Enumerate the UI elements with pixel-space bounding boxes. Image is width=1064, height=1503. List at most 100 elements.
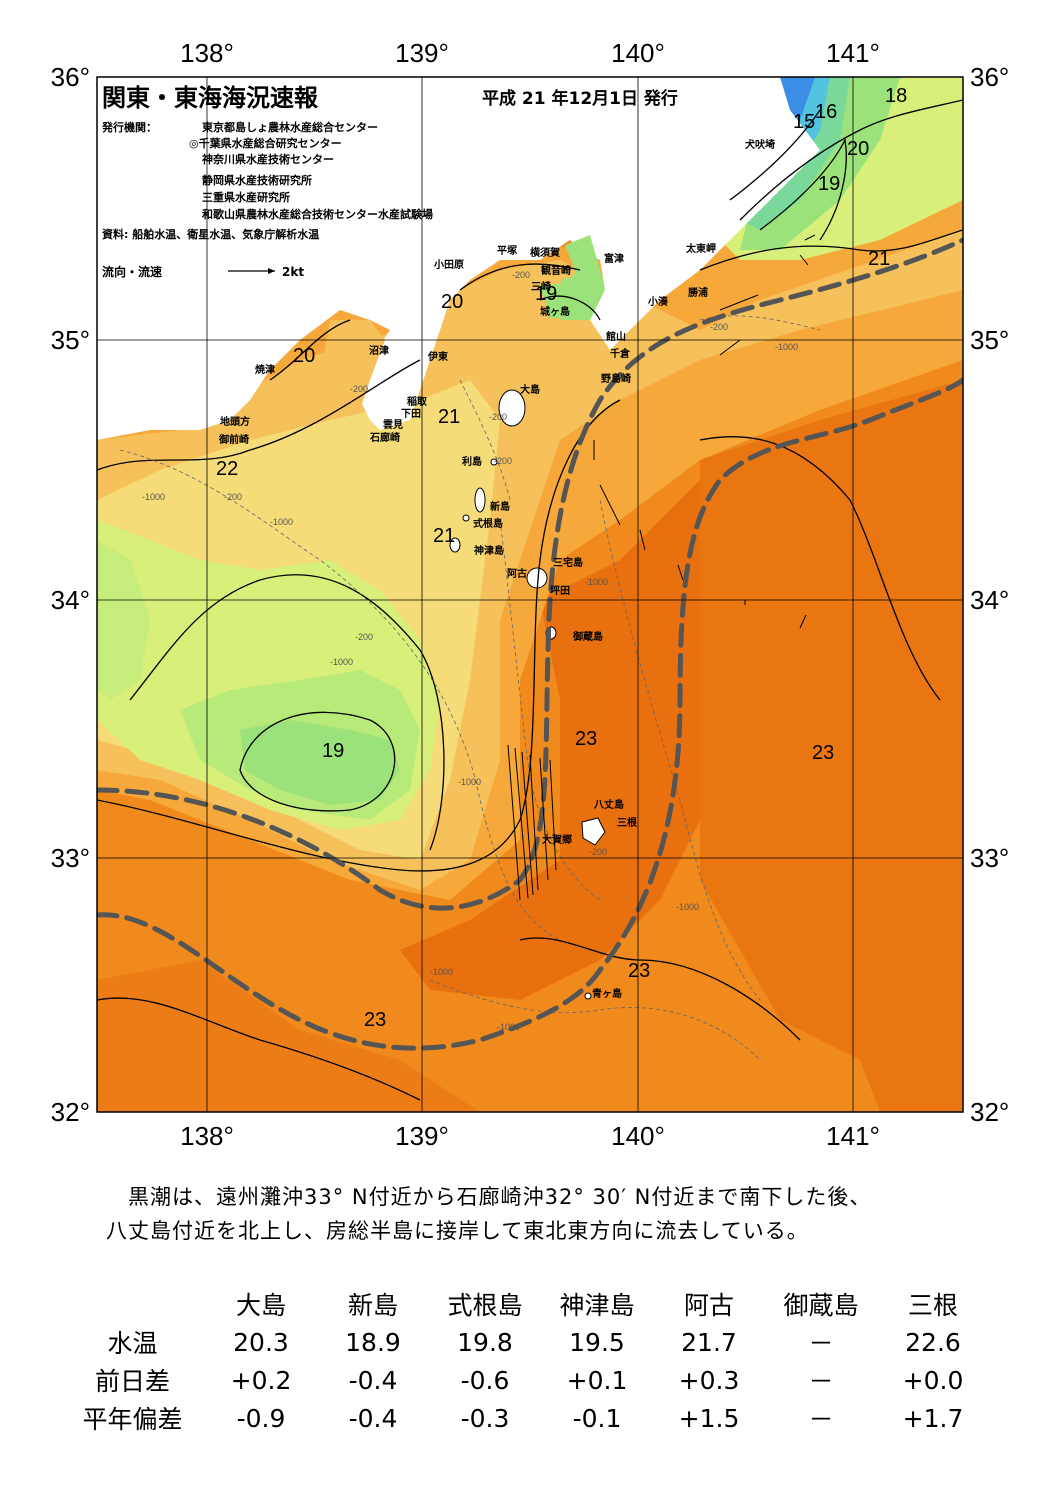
isotherm-label: 23	[364, 1009, 386, 1031]
current-vector	[539, 757, 549, 881]
table-cell: -0.6	[460, 1365, 510, 1395]
column-header: 御蔵島	[783, 1291, 859, 1320]
column-header: 三根	[907, 1291, 958, 1320]
isotherm-label: 16	[815, 101, 837, 123]
place-label: 新島	[490, 500, 510, 513]
place-label: 利島	[462, 455, 482, 468]
place-label: 小田原	[433, 258, 464, 271]
current-vector	[804, 234, 816, 241]
kuroshio-summary: 黒潮は、遠州灘沖33° N付近から石廊崎沖32° 30′ N付近まで南下した後、…	[100, 1180, 980, 1248]
depth-label: -1000	[775, 342, 798, 352]
table-cell: －	[808, 1329, 834, 1358]
isotherm-label: 19	[535, 283, 557, 305]
table-row: 前日差 +0.2 -0.4 -0.6 +0.1 +0.3 － +0.0	[60, 1361, 989, 1399]
lon-label-top: 138°	[180, 38, 234, 68]
temperature-field	[97, 77, 963, 1112]
publisher-item: 神奈川県水産技術センター	[202, 152, 334, 166]
toshima-island	[490, 458, 498, 466]
table-cell: －	[808, 1367, 834, 1396]
table-cell: +1.7	[902, 1403, 964, 1433]
lon-label-top: 139°	[395, 38, 449, 68]
depth-label: -1000	[270, 517, 293, 527]
place-label: 三根	[617, 816, 637, 829]
publisher-item: ◎千葉県水産総合研究センター	[189, 136, 342, 150]
table-header-row: 大島 新島 式根島 神津島 阿古 御蔵島 三根	[60, 1285, 989, 1323]
current-vector	[799, 614, 807, 629]
lat-label-right: 36°	[970, 62, 1009, 92]
isotherm-21-east	[699, 229, 963, 271]
table-corner	[60, 1285, 205, 1323]
place-label: 勝浦	[688, 286, 708, 299]
isotherm-20-sagami	[459, 263, 581, 291]
table-row: 平年偏差 -0.9 -0.4 -0.3 -0.1 +1.5 － +1.7	[60, 1399, 989, 1437]
place-label: 城ヶ島	[540, 305, 570, 318]
oshima-island	[498, 389, 526, 427]
place-label: 観音崎	[541, 264, 571, 277]
column-header: 阿古	[683, 1291, 734, 1320]
lat-lon-grid	[97, 77, 963, 1112]
lon-label-bottom: 139°	[395, 1121, 449, 1151]
table-cell: －	[808, 1405, 834, 1434]
isotherm-label: 23	[628, 960, 650, 982]
current-vector	[507, 744, 521, 901]
current-vector	[719, 339, 741, 356]
current-vector	[529, 754, 539, 891]
current-vector	[677, 564, 684, 581]
table-cell: 22.6	[905, 1327, 961, 1357]
depth-label: -200	[710, 322, 728, 332]
place-label: 雲見	[383, 419, 403, 431]
summary-line: 黒潮は、遠州灘沖33° N付近から石廊崎沖32° 30′ N付近まで南下した後、	[128, 1185, 872, 1209]
isotherm-19-sagami	[539, 295, 601, 321]
axis-labels: 138° 139° 140° 141° 138° 139° 140° 141° …	[51, 38, 1010, 1151]
lon-label-bottom: 141°	[826, 1121, 880, 1151]
isotherm-label: 19	[818, 173, 840, 195]
isotherm-labels: 15 16 18 19 20 20 21 19 20 21 22 21 19 2…	[216, 85, 907, 1031]
isotherm-16-ne	[729, 109, 821, 201]
isotherm-label: 20	[293, 345, 315, 367]
place-label: 館山	[605, 330, 626, 343]
current-vector	[521, 751, 534, 896]
place-label: 坪田	[550, 584, 570, 597]
place-label: 稲取	[407, 395, 428, 408]
place-label: 焼津	[255, 363, 275, 376]
isotherm-label: 20	[847, 138, 869, 160]
aogashima-island	[584, 992, 592, 1000]
depth-label: -200	[355, 632, 373, 642]
table-cell: -0.4	[348, 1403, 398, 1433]
deep-orange-band	[400, 480, 700, 1000]
current-vector	[549, 759, 557, 871]
depth-label: -200	[350, 384, 368, 394]
isotherm-label: 23	[575, 728, 597, 750]
depth-labels: -200 -200 -200 -200 -200 -200 -200 -200 …	[142, 270, 798, 1032]
island-temperature-table: 大島 新島 式根島 神津島 阿古 御蔵島 三根 水温 20.3 18.9 19.…	[60, 1285, 989, 1437]
place-label: 太東岬	[685, 242, 716, 255]
publisher-item: 和歌山県農林水産総合技術センター水産試験場	[202, 207, 433, 221]
current-vector	[639, 529, 646, 551]
depth-contours	[119, 315, 821, 1061]
current-vector	[599, 484, 621, 526]
lon-label-bottom: 140°	[611, 1121, 665, 1151]
isotherm-label: 19	[322, 740, 344, 762]
isotherm-label: 22	[216, 458, 238, 480]
lon-label-bottom: 138°	[180, 1121, 234, 1151]
depth-label: -1000	[142, 492, 165, 502]
suruga-bay	[320, 320, 385, 410]
sea-temperature-map: 138° 139° 140° 141° 138° 139° 140° 141° …	[51, 38, 1010, 1151]
depth-200-b	[699, 315, 821, 331]
place-label: 伊東	[427, 350, 448, 363]
depth-label: -1000	[330, 657, 353, 667]
place-label: 三宅島	[553, 556, 583, 569]
lat-label-left: 36°	[51, 62, 90, 92]
place-label: 富津	[604, 252, 624, 265]
isotherm-23-south	[519, 937, 801, 1041]
shikinejima-island	[462, 514, 470, 522]
isotherm-18-ne	[739, 99, 963, 221]
depth-label: -200	[489, 412, 507, 422]
current-vector	[719, 294, 759, 311]
table-cell: +0.3	[678, 1365, 740, 1395]
isotherm-23-east	[699, 435, 941, 701]
place-label: 三崎	[531, 280, 551, 293]
isotherm-19-ne	[759, 137, 847, 241]
lat-label-left: 34°	[51, 585, 90, 615]
place-label: 犬吠埼	[745, 138, 775, 151]
